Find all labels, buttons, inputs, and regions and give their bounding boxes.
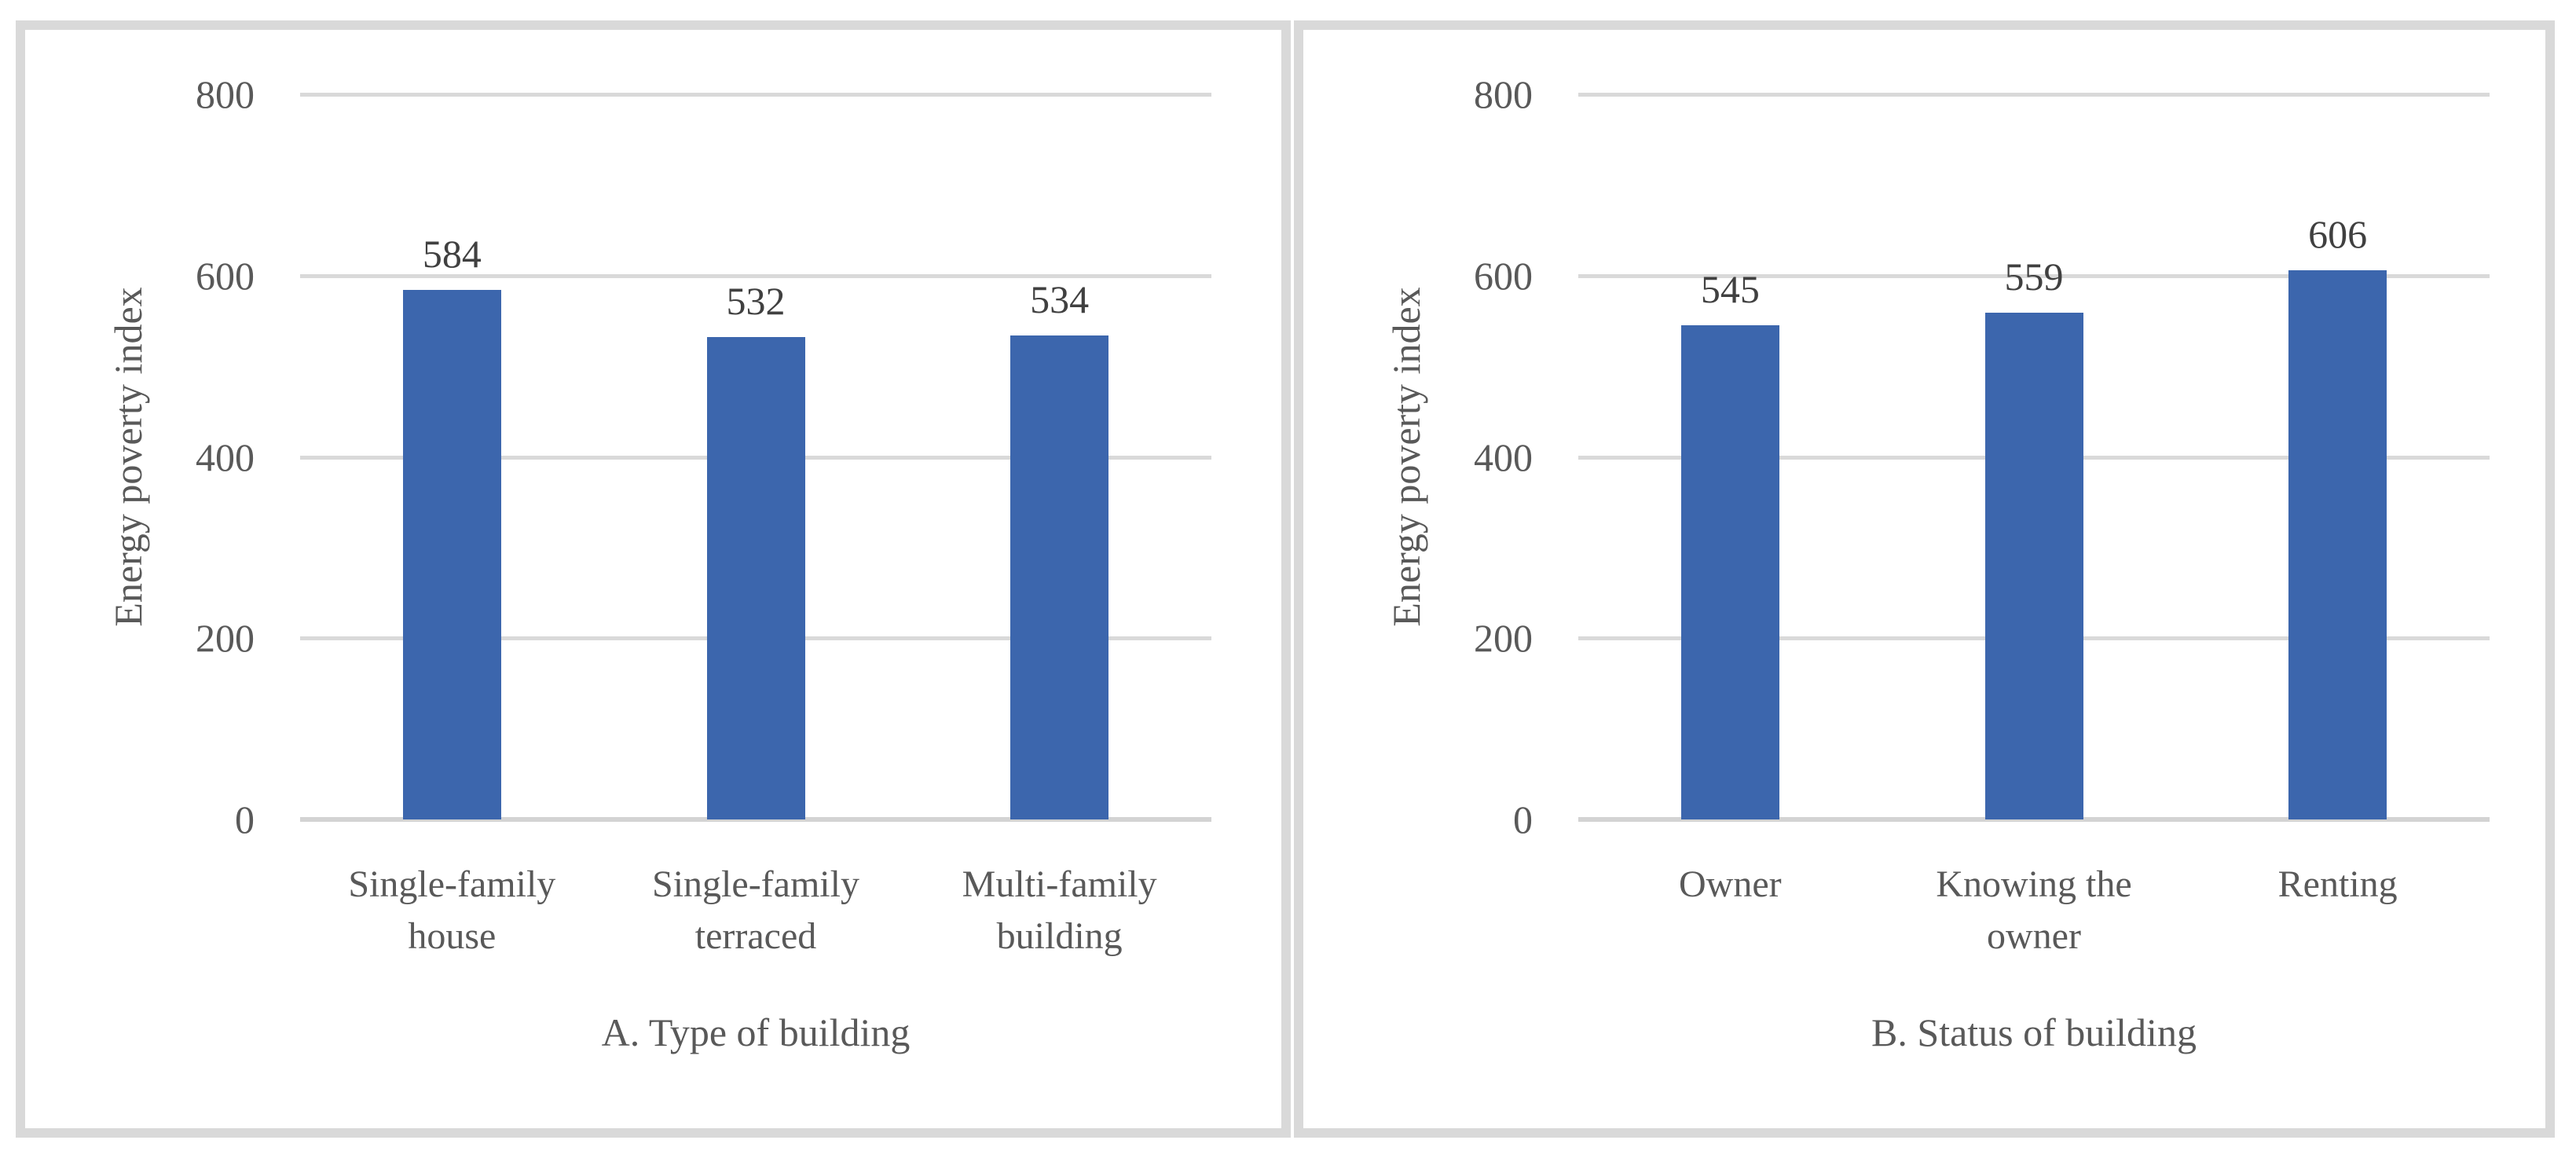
x-axis-line: [300, 817, 1211, 822]
panel-caption: A. Type of building: [601, 1010, 911, 1054]
bar: [1984, 313, 2083, 819]
category-label: Single-family house: [348, 863, 556, 957]
plot-area: 0 200 400 600 800 584 Single-family house 532 Si…: [196, 72, 1211, 957]
category-label: Owner: [1679, 863, 1782, 905]
y-tick-label: 0: [1513, 797, 1533, 841]
bar: [1010, 335, 1109, 819]
bar-value-label: 534: [1030, 277, 1090, 321]
x-axis-line: [1578, 817, 2490, 822]
y-tick-label: 200: [1474, 616, 1533, 661]
y-tick-label: 400: [1474, 434, 1533, 479]
y-tick-label: 600: [1474, 253, 1533, 298]
y-tick-label: 600: [196, 253, 255, 298]
gridline: [1578, 273, 2490, 278]
bar: [2288, 269, 2387, 819]
bar: [402, 290, 501, 819]
y-tick-label: 400: [196, 434, 255, 479]
plot-area: 0 200 400 600 800 545 Owner 559 Knowing the owne…: [1474, 72, 2490, 957]
bar-value-label: 532: [726, 279, 786, 324]
y-tick-label: 800: [1474, 72, 1533, 116]
category-label: Knowing the owner: [1936, 863, 2132, 957]
y-tick-label: 200: [196, 616, 255, 661]
category-label: Renting: [2277, 863, 2398, 905]
gridline: [300, 93, 1211, 97]
category-label: Single-family terraced: [652, 863, 859, 957]
gridline: [300, 273, 1211, 278]
bar: [706, 337, 805, 819]
bar-value-label: 606: [2308, 211, 2368, 256]
bar: [1680, 325, 1779, 819]
y-tick-label: 800: [196, 72, 255, 116]
bar-value-label: 584: [422, 232, 482, 277]
panel-type-of-building: Energy poverty index 0 200 400 600 800 584 Sin…: [16, 20, 1291, 1138]
gridline: [1578, 93, 2490, 97]
panel-caption: B. Status of building: [1871, 1010, 2197, 1054]
panel-status-of-building: Energy poverty index 0 200 400 600 800 545 Own…: [1294, 20, 2555, 1138]
bar-value-label: 559: [2004, 255, 2064, 299]
category-label: Multi-family building: [962, 863, 1157, 957]
bar-value-label: 545: [1700, 267, 1760, 312]
y-tick-label: 0: [235, 797, 255, 841]
